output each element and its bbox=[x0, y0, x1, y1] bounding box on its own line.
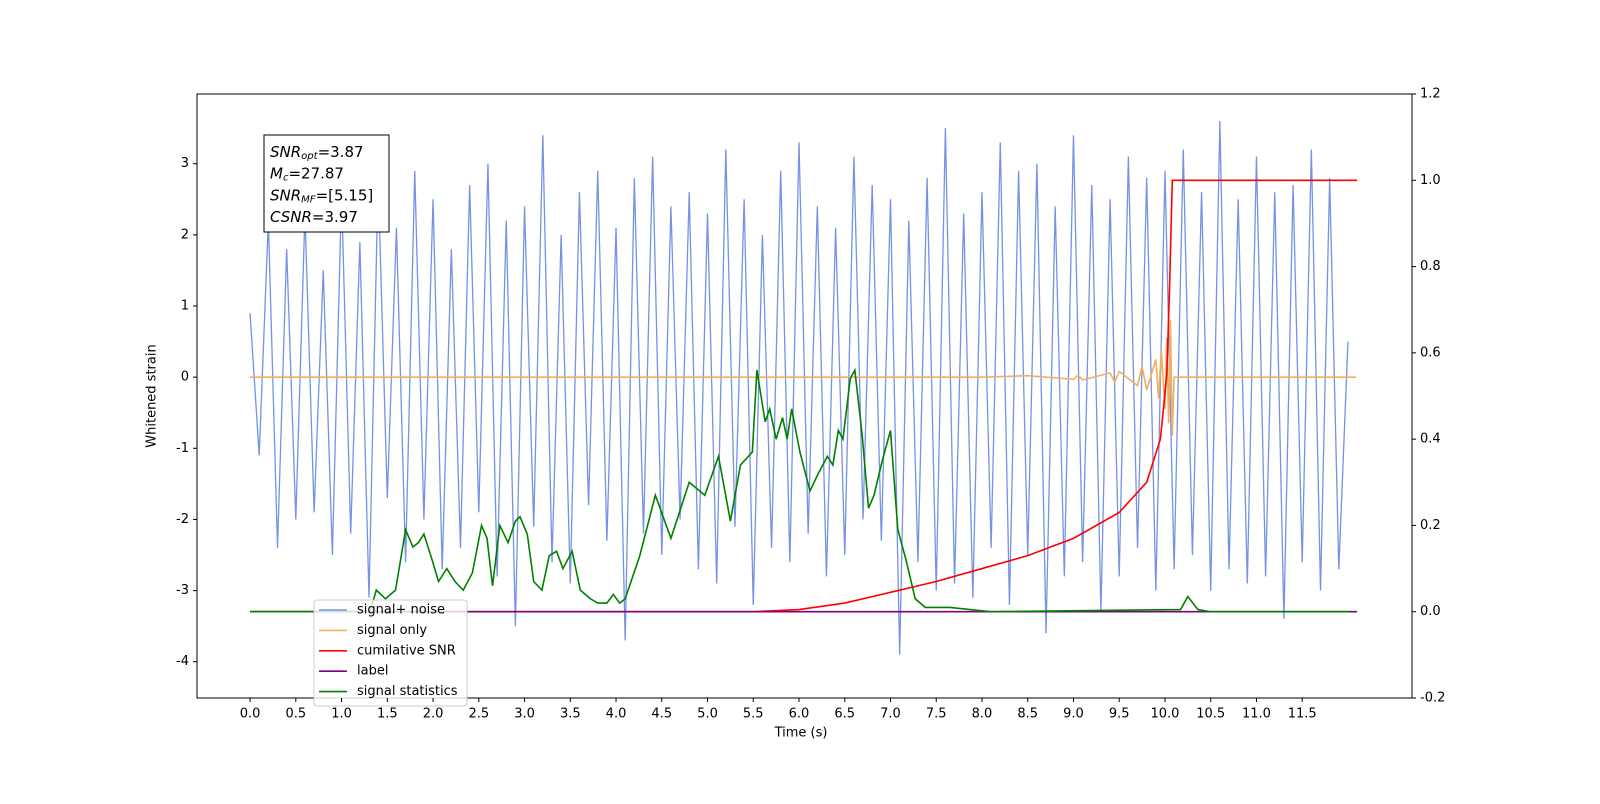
y2-tick-label: 0.4 bbox=[1420, 432, 1441, 447]
x-tick-label: 4.5 bbox=[651, 707, 672, 722]
y2-tick-label: -0.2 bbox=[1420, 691, 1445, 706]
annotation-sub: opt bbox=[301, 151, 318, 162]
x-tick-label: 2.0 bbox=[423, 707, 444, 722]
annotation-line: Mc=27.87 bbox=[270, 164, 344, 184]
legend-label: signal statistics bbox=[357, 684, 458, 699]
x-tick-label: 9.0 bbox=[1063, 707, 1084, 722]
x-tick-label: 9.5 bbox=[1109, 707, 1130, 722]
legend-label: signal only bbox=[357, 623, 427, 638]
y-tick-label: 0 bbox=[181, 370, 189, 385]
x-tick-label: 8.0 bbox=[972, 707, 993, 722]
x-tick-label: 11.5 bbox=[1288, 707, 1317, 722]
y-tick-label: -4 bbox=[176, 654, 189, 669]
annotation-line: SNRopt=3.87 bbox=[270, 143, 364, 163]
annotation-main: SNR bbox=[270, 186, 301, 204]
y-tick-label: 3 bbox=[181, 156, 189, 171]
x-tick-label: 3.0 bbox=[514, 707, 535, 722]
annotation-sub: c bbox=[283, 173, 289, 184]
x-tick-label: 11.0 bbox=[1242, 707, 1271, 722]
y2-tick-label: 0.8 bbox=[1420, 259, 1441, 274]
x-tick-label: 4.0 bbox=[606, 707, 627, 722]
x-tick-label: 0.0 bbox=[240, 707, 261, 722]
series-line bbox=[250, 179, 1358, 613]
y-tick-label: 2 bbox=[181, 227, 189, 242]
y2-tick-label: 1.2 bbox=[1420, 87, 1441, 102]
x-tick-label: 0.5 bbox=[285, 707, 306, 722]
annotation-box bbox=[263, 134, 390, 233]
annotation-rest: =27.87 bbox=[288, 164, 344, 182]
x-tick-label: 3.5 bbox=[560, 707, 581, 722]
y2-tick-label: 0.6 bbox=[1420, 345, 1441, 360]
legend: signal+ noise signal only cumilative SNR la… bbox=[313, 599, 468, 707]
annotation-rest: =[5.15] bbox=[316, 186, 374, 204]
annotation-main: SNR bbox=[270, 143, 301, 161]
y-tick-label: -2 bbox=[176, 512, 189, 527]
series-line bbox=[249, 121, 1349, 655]
annotation-line: SNRMF=[5.15] bbox=[270, 186, 373, 206]
x-tick-label: 6.0 bbox=[789, 707, 810, 722]
annotation-main: CSNR bbox=[270, 208, 312, 226]
x-tick-label: 10.0 bbox=[1150, 707, 1179, 722]
annotation-main: M bbox=[270, 164, 283, 182]
series-line bbox=[250, 320, 1357, 436]
y-tick-label: 1 bbox=[181, 299, 189, 314]
x-tick-label: 1.0 bbox=[331, 707, 352, 722]
x-tick-label: 7.0 bbox=[880, 707, 901, 722]
axes-frame bbox=[196, 93, 1413, 699]
x-tick-label: 2.5 bbox=[468, 707, 489, 722]
y-axis-label: Whitened strain bbox=[145, 344, 160, 447]
x-tick-label: 7.5 bbox=[926, 707, 947, 722]
legend-label: cumilative SNR bbox=[357, 643, 456, 658]
legend-label: signal+ noise bbox=[357, 603, 445, 618]
series-line bbox=[250, 367, 1350, 613]
x-tick-label: 1.5 bbox=[377, 707, 398, 722]
x-tick-label: 5.0 bbox=[697, 707, 718, 722]
legend-box bbox=[313, 599, 468, 707]
annotation-line: CSNR=3.97 bbox=[270, 208, 358, 226]
y-tick-label: -1 bbox=[176, 441, 189, 456]
y-tick-label: -3 bbox=[176, 583, 189, 598]
x-axis-label: Time (s) bbox=[774, 726, 828, 741]
y2-tick-label: 0.0 bbox=[1420, 604, 1441, 619]
x-tick-label: 8.5 bbox=[1017, 707, 1038, 722]
x-tick-label: 5.5 bbox=[743, 707, 764, 722]
annotation-rest: =3.87 bbox=[318, 143, 364, 161]
legend-label: label bbox=[357, 664, 388, 679]
y2-tick-label: 1.0 bbox=[1420, 173, 1441, 188]
x-tick-label: 10.5 bbox=[1196, 707, 1225, 722]
annotation-sub: MF bbox=[301, 194, 316, 205]
y2-tick-label: 0.2 bbox=[1420, 518, 1441, 533]
x-tick-label: 6.5 bbox=[834, 707, 855, 722]
annotation-rest: =3.97 bbox=[312, 208, 358, 226]
